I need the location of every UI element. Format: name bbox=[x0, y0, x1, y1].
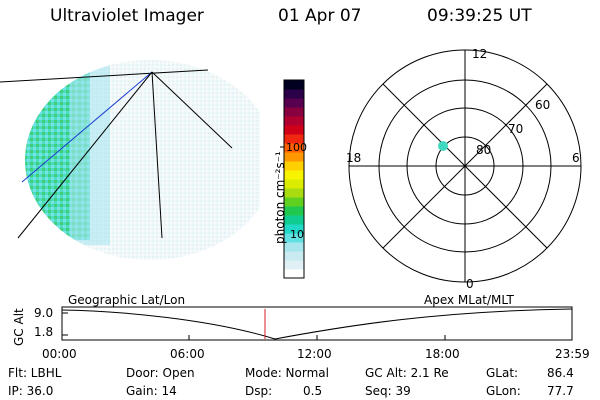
filter-info: Flt: LBHL bbox=[8, 366, 62, 380]
colorbar-swatch bbox=[284, 116, 304, 126]
lat-label-60: 60 bbox=[535, 98, 550, 112]
colorbar-swatch bbox=[284, 107, 304, 117]
strip-ymax: 9.0 bbox=[34, 306, 54, 320]
colorbar-swatch bbox=[284, 125, 304, 135]
altitude-curve bbox=[61, 308, 573, 340]
glat-label: GLat: bbox=[486, 366, 519, 380]
gc-alt-info: GC Alt: 2.1 Re bbox=[365, 366, 449, 380]
image-grid-line bbox=[17, 71, 153, 239]
colorbar-swatch bbox=[284, 152, 304, 162]
lat-label-70: 70 bbox=[508, 122, 523, 136]
colorbar-swatch bbox=[284, 170, 304, 180]
mlt-label-18: 18 bbox=[346, 151, 361, 165]
date-label: 01 Apr 07 bbox=[278, 6, 362, 26]
colorbar-swatch bbox=[284, 269, 304, 279]
colorbar-swatch bbox=[284, 197, 304, 207]
glon-value: 77.7 bbox=[547, 384, 574, 398]
time-tick-3: 18:00 bbox=[425, 347, 460, 361]
image-grid-line bbox=[151, 71, 233, 149]
colorbar-swatch bbox=[284, 260, 304, 270]
colorbar-swatch bbox=[284, 89, 304, 99]
colorbar-swatch bbox=[284, 80, 304, 90]
strip-ymin: 1.8 bbox=[34, 325, 54, 339]
time-tick-4: 23:59 bbox=[555, 347, 590, 361]
colorbar-tick-100: 100 bbox=[286, 141, 307, 154]
strip-right-title: Apex MLat/MLT bbox=[424, 293, 514, 307]
colorbar-swatch bbox=[284, 224, 304, 234]
polar-plot: 12 0 18 6 80 70 60 bbox=[346, 47, 582, 290]
instrument-title: Ultraviolet Imager bbox=[50, 6, 204, 26]
gain-info: Gain: 14 bbox=[126, 384, 177, 398]
colorbar-swatch bbox=[284, 134, 304, 144]
time-tick-0: 00:00 bbox=[42, 347, 77, 361]
image-grid-line bbox=[151, 71, 163, 239]
colorbar-swatch bbox=[284, 242, 304, 252]
lat-label-80: 80 bbox=[476, 143, 491, 157]
dsp-value: 0.5 bbox=[303, 384, 323, 398]
mlt-label-0: 0 bbox=[466, 277, 474, 290]
strip-ylabel: GC Alt bbox=[12, 308, 26, 346]
colorbar-swatch bbox=[284, 188, 304, 198]
mlt-label-12: 12 bbox=[472, 47, 487, 61]
mlt-label-6: 6 bbox=[572, 151, 580, 165]
colorbar-swatch bbox=[284, 251, 304, 261]
auroral-spot bbox=[438, 141, 448, 151]
time-label: 09:39:25 UT bbox=[427, 6, 532, 26]
strip-left-title: Geographic Lat/Lon bbox=[68, 293, 186, 307]
colorbar-swatch bbox=[284, 206, 304, 216]
mode-info: Mode: Normal bbox=[245, 366, 329, 380]
colorbar-tick-10: 10 bbox=[290, 228, 304, 241]
colorbar-swatch bbox=[284, 143, 304, 153]
colorbar-swatch bbox=[284, 161, 304, 171]
image-grid-line bbox=[21, 71, 153, 183]
glat-value: 86.4 bbox=[547, 366, 574, 380]
door-info: Door: Open bbox=[126, 366, 195, 380]
color-bar bbox=[280, 79, 305, 279]
orbit-strip bbox=[61, 306, 573, 341]
seq-info: Seq: 39 bbox=[365, 384, 411, 398]
colorbar-swatch bbox=[284, 233, 304, 243]
ip-info: IP: 36.0 bbox=[8, 384, 54, 398]
colorbar-swatch bbox=[284, 179, 304, 189]
image-grid-line bbox=[0, 69, 209, 83]
dsp-label: Dsp: bbox=[245, 384, 273, 398]
colorbar-label: photon cm⁻²s⁻¹ bbox=[273, 151, 287, 244]
time-tick-2: 12:00 bbox=[297, 347, 332, 361]
auroral-image bbox=[0, 60, 260, 260]
time-tick-1: 06:00 bbox=[170, 347, 205, 361]
colorbar-swatch bbox=[284, 98, 304, 108]
colorbar-swatch bbox=[284, 215, 304, 225]
glon-label: GLon: bbox=[486, 384, 521, 398]
